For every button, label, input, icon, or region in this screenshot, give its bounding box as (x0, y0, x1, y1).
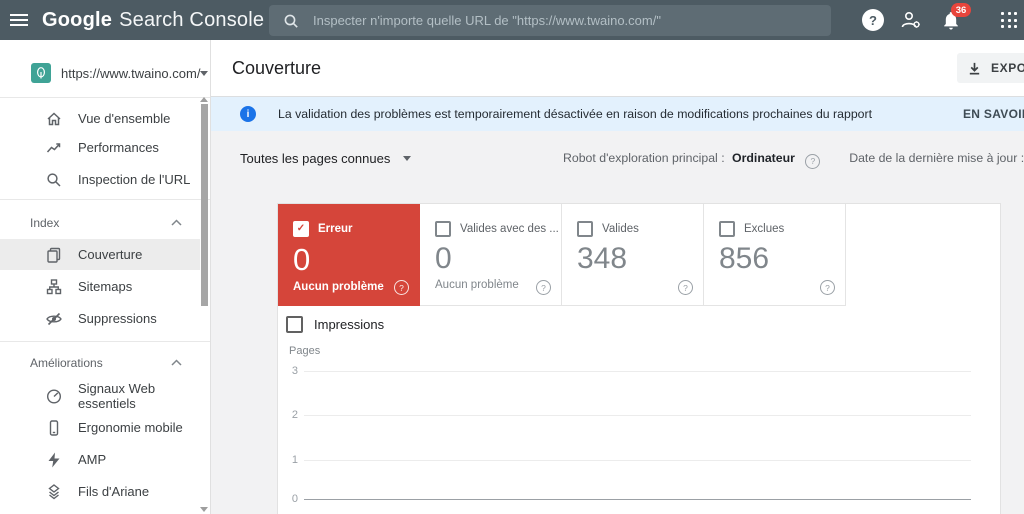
scroll-up-arrow[interactable] (200, 97, 208, 102)
gridline-row: 1 (278, 454, 971, 466)
coverage-report-panel: ✓ Erreur 0 Aucun problème ? Valides avec… (277, 203, 1001, 514)
layers-icon (45, 483, 63, 501)
card-checkbox[interactable] (435, 221, 451, 237)
gridline-row-baseline: 0 (278, 493, 971, 505)
divider (0, 341, 210, 342)
sidebar-item-performances[interactable]: Performances (0, 132, 200, 163)
info-banner: i La validation des problèmes est tempor… (210, 97, 1024, 131)
google-apps-grid-icon[interactable] (1001, 12, 1018, 29)
sidebar-section-ameliorations[interactable]: Améliorations (0, 350, 200, 376)
page-header: Couverture EXPORTER (210, 40, 1024, 97)
logo-product: Search Console (119, 8, 265, 31)
info-icon: i (240, 106, 256, 122)
download-icon (967, 61, 982, 76)
sitemap-tree-icon (45, 278, 63, 296)
property-selector[interactable]: https://www.twaino.com/ (0, 55, 210, 91)
sidebar-item-signaux-web[interactable]: Signaux Web essentiels (0, 380, 200, 411)
logo-google: Google (42, 8, 113, 31)
gridline-row: 2 (278, 409, 971, 421)
sidebar-section-index[interactable]: Index (0, 210, 200, 236)
page-filter-dropdown[interactable]: Toutes les pages connues (240, 144, 412, 172)
notifications-bell-icon[interactable]: 36 (941, 3, 971, 31)
status-card-exclues[interactable]: Exclues 856 ? (704, 204, 846, 306)
status-cards-row: ✓ Erreur 0 Aucun problème ? Valides avec… (278, 204, 846, 306)
divider (0, 199, 210, 200)
chevron-down-icon (403, 155, 412, 161)
card-value: 0 (293, 242, 311, 277)
status-card-valides-avec-avertissements[interactable]: Valides avec des ... 0 Aucun problème ? (420, 204, 562, 306)
crawler-label: Robot d'exploration principal : (563, 151, 725, 165)
page-title: Couverture (232, 58, 322, 78)
sidebar-item-fils-dariane[interactable]: Fils d'Ariane (0, 476, 200, 507)
site-favicon (31, 63, 51, 83)
sidebar-item-couverture[interactable]: Couverture (0, 239, 200, 270)
chevron-up-icon (171, 359, 182, 366)
sidebar-item-amp[interactable]: AMP (0, 444, 200, 475)
crawler-value: Ordinateur (732, 151, 795, 165)
gauge-icon (45, 387, 63, 405)
magnifier-icon (45, 171, 63, 189)
banner-message: La validation des problèmes est temporai… (278, 107, 873, 121)
chevron-up-icon (171, 219, 182, 226)
smartphone-icon (45, 419, 63, 437)
scroll-down-arrow[interactable] (200, 507, 208, 512)
card-subtitle: Aucun problème (293, 281, 384, 293)
sidebar-scrollbar[interactable] (200, 97, 209, 514)
sidebar-item-sitemaps[interactable]: Sitemaps (0, 271, 200, 302)
sidebar-item-inspection-url[interactable]: Inspection de l'URL (0, 164, 200, 195)
performance-trend-icon (45, 139, 63, 157)
status-card-valides[interactable]: Valides 348 ? (562, 204, 704, 306)
card-value: 348 (577, 242, 628, 275)
impressions-checkbox[interactable] (286, 316, 303, 333)
impressions-toggle[interactable]: Impressions (286, 316, 384, 333)
card-value: 856 (719, 242, 770, 275)
last-update-label: Date de la dernière mise à jour : (849, 151, 1024, 165)
card-checkbox[interactable] (577, 221, 593, 237)
eye-off-icon (45, 310, 63, 328)
help-icon[interactable]: ? (862, 9, 884, 31)
search-placeholder: Inspecter n'importe quelle URL de "https… (313, 13, 661, 28)
gridline-row: 3 (278, 365, 971, 377)
sidebar-item-vue-densemble[interactable]: Vue d'ensemble (0, 103, 200, 134)
home-icon (45, 110, 63, 128)
card-checkbox-checked[interactable]: ✓ (293, 221, 309, 237)
sidebar-item-suppressions[interactable]: Suppressions (0, 303, 200, 334)
property-url: https://www.twaino.com/ (61, 65, 201, 81)
url-inspection-search[interactable]: Inspecter n'importe quelle URL de "https… (269, 5, 831, 36)
scrollbar-thumb[interactable] (201, 104, 208, 306)
card-subtitle: Aucun problème (435, 279, 519, 291)
divider (0, 97, 210, 98)
chart-y-axis-label: Pages (289, 345, 321, 357)
search-icon (284, 14, 298, 28)
lightning-icon (45, 451, 63, 469)
main-content: Couverture EXPORTER i La validation des … (210, 40, 1024, 514)
status-card-erreur[interactable]: ✓ Erreur 0 Aucun problème ? (278, 204, 420, 306)
card-value: 0 (435, 242, 452, 275)
learn-more-button[interactable]: EN SAVOIR PLUS (963, 107, 1024, 121)
app-header: Google Search Console Inspecter n'import… (0, 0, 1024, 40)
sidebar: https://www.twaino.com/ Vue d'ensemble P… (0, 40, 211, 514)
app-logo[interactable]: Google Search Console (42, 0, 264, 40)
notification-count-badge: 36 (951, 3, 971, 17)
help-icon[interactable]: ? (820, 280, 835, 295)
menu-icon[interactable] (10, 14, 28, 26)
card-checkbox[interactable] (719, 221, 735, 237)
help-icon[interactable]: ? (805, 153, 821, 169)
help-icon[interactable]: ? (536, 280, 551, 295)
account-settings-icon[interactable] (900, 9, 922, 31)
sidebar-item-ergonomie-mobile[interactable]: Ergonomie mobile (0, 412, 200, 443)
report-metadata: Robot d'exploration principal : Ordinate… (563, 144, 1024, 172)
help-icon[interactable]: ? (678, 280, 693, 295)
help-icon[interactable]: ? (394, 280, 409, 295)
coverage-pages-icon (45, 246, 63, 264)
export-button[interactable]: EXPORTER (957, 53, 1024, 83)
chevron-down-icon (200, 70, 209, 76)
